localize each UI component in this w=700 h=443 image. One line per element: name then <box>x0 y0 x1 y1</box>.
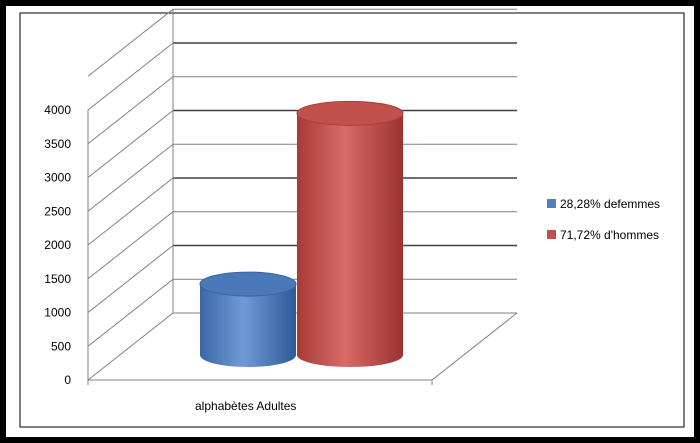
gridline-depth <box>87 76 174 145</box>
x-category-label: alphabètes Adultes <box>195 399 296 413</box>
gridline-depth <box>87 245 174 313</box>
legend: 28,28% defemmes 71,72% d'hommes <box>547 197 660 242</box>
y-tick-label: 0 <box>64 373 71 387</box>
legend-label: 28,28% defemmes <box>560 197 660 211</box>
legend-swatch <box>547 199 556 208</box>
gridline-depth <box>87 177 174 246</box>
bar-body <box>297 113 403 367</box>
y-tick-label: 3500 <box>44 137 71 151</box>
y-tick-label: 500 <box>51 339 71 353</box>
bar-top <box>199 271 297 297</box>
gridline-depth <box>87 278 174 347</box>
bar-body <box>200 284 296 367</box>
gridline-depth <box>87 312 174 381</box>
legend-label: 71,72% d'hommes <box>560 228 659 242</box>
gridline-depth <box>87 110 174 178</box>
y-tick-label: 3000 <box>44 171 71 185</box>
y-tick-label: 4000 <box>44 103 71 117</box>
gridline-depth <box>87 211 174 280</box>
y-tick-label: 2500 <box>44 204 71 218</box>
y-tick-label: 2000 <box>44 238 71 252</box>
bar-men <box>296 100 404 367</box>
bar-women <box>199 271 297 367</box>
y-tick-label: 1000 <box>44 306 71 320</box>
gridline-depth <box>87 42 174 111</box>
gridline-depth <box>87 143 174 212</box>
x-axis-labels: alphabètes Adultes <box>195 399 296 413</box>
bar-top <box>296 100 404 126</box>
gridline-depth <box>87 8 174 77</box>
chart-floor <box>87 312 518 385</box>
y-tick-label: 1500 <box>44 272 71 286</box>
legend-swatch <box>547 230 556 239</box>
y-axis-ticks: 0 500 1000 1500 2000 2500 3000 3500 4000 <box>44 103 71 387</box>
bars <box>199 100 404 367</box>
